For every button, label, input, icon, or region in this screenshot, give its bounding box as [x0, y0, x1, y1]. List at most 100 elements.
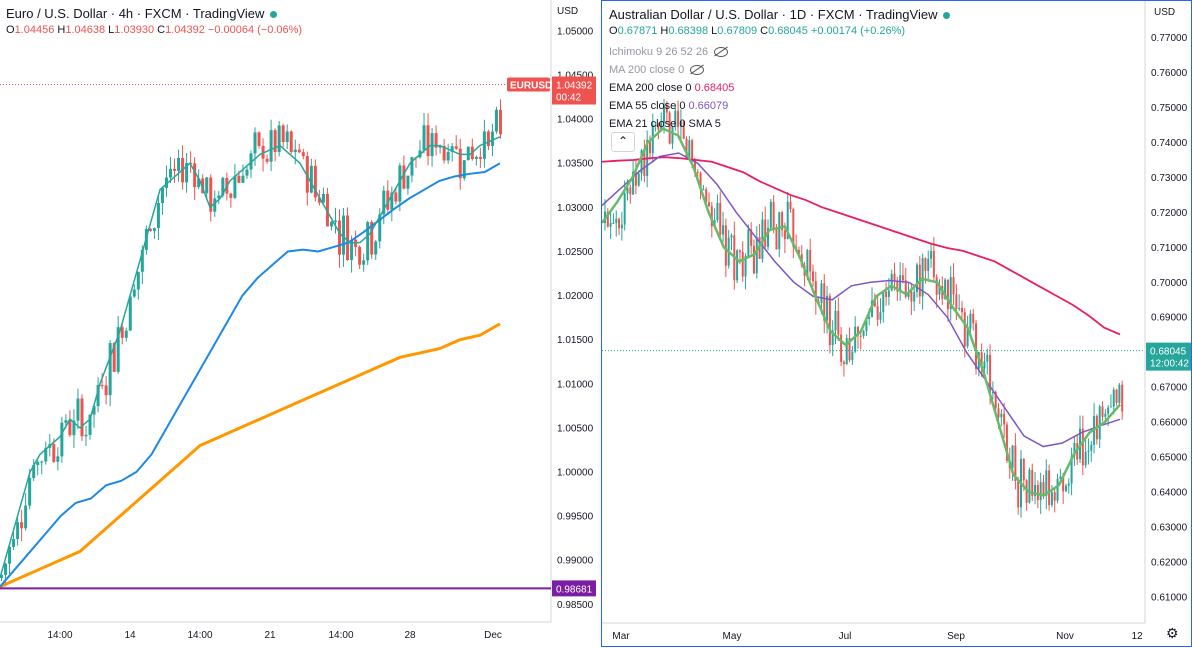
- candle-body: [882, 291, 885, 313]
- x-tick-label: Jul: [839, 631, 852, 642]
- y-tick-label: 0.99000: [557, 556, 594, 567]
- y-tick-label: 0.63000: [1151, 522, 1188, 533]
- ema-fast-line: [0, 136, 501, 579]
- candle-body: [1036, 484, 1039, 501]
- candle-body: [885, 291, 888, 297]
- audusd-currency-label[interactable]: USD: [1154, 7, 1176, 18]
- symbol-tag: [507, 77, 550, 92]
- candle-body: [237, 175, 241, 183]
- open-label: O: [609, 25, 618, 37]
- candle-body: [301, 152, 305, 157]
- settings-gear-icon[interactable]: ⚙: [1166, 625, 1179, 641]
- hidden-eye-icon[interactable]: [714, 47, 729, 58]
- candle-body: [100, 385, 104, 387]
- candle-body: [893, 273, 896, 282]
- candle-body: [705, 189, 708, 203]
- candle-body: [980, 352, 983, 368]
- candle-body: [136, 271, 140, 290]
- candle-body: [896, 281, 899, 292]
- market-open-dot-icon: [270, 11, 278, 19]
- candle-body: [738, 250, 741, 253]
- candle-body: [637, 173, 640, 186]
- y-tick-label: 0.70000: [1151, 278, 1188, 289]
- candle-body: [665, 104, 668, 113]
- indicator-ichimoku[interactable]: Ichimoku 9 26 52 26: [609, 46, 950, 58]
- candle-body: [152, 228, 156, 231]
- current-price-text: 0.68045: [1150, 347, 1187, 358]
- y-tick-label: 0.67000: [1151, 383, 1188, 394]
- y-tick-label: 0.64000: [1151, 487, 1188, 498]
- candle-body: [362, 260, 366, 265]
- candle-body: [498, 109, 502, 135]
- candle-body: [840, 334, 843, 362]
- high-value: 0.68398: [668, 25, 709, 37]
- candle-body: [382, 190, 386, 215]
- candle-body: [1112, 389, 1115, 407]
- candle-body: [657, 124, 660, 130]
- indicator-ma200[interactable]: MA 200 close 0: [609, 64, 950, 76]
- candle-body: [699, 172, 702, 190]
- candle-body: [64, 420, 68, 423]
- candle-body: [217, 195, 221, 199]
- candle-body: [932, 251, 935, 278]
- candle-body: [317, 197, 321, 203]
- high-label: H: [660, 25, 669, 37]
- candle-body: [946, 279, 949, 310]
- bar-countdown-text: 00:42: [556, 93, 581, 104]
- candle-body: [213, 198, 217, 212]
- candle-body: [1067, 483, 1070, 486]
- candle-body: [394, 192, 398, 202]
- x-tick-label: 28: [404, 630, 416, 641]
- eurusd-chart-canvas[interactable]: 1.05000 1.04500 1.04000 1.03500 1.03000 1.025…: [0, 0, 601, 647]
- candle-body: [44, 447, 48, 462]
- collapse-indicators-button[interactable]: ⌃: [611, 132, 635, 152]
- candle-body: [913, 291, 916, 302]
- candle-body: [402, 165, 406, 189]
- audusd-chart-panel[interactable]: 0.77000 0.76000 0.75000 0.74000 0.73000 0.720…: [601, 0, 1192, 647]
- candle-body: [623, 193, 626, 225]
- indicator-ema55[interactable]: EMA 55 close 0 0.66079: [609, 100, 950, 112]
- candle-body: [313, 165, 317, 198]
- eurusd-chart-panel[interactable]: 1.05000 1.04500 1.04000 1.03500 1.03000 1.025…: [0, 0, 601, 647]
- candle-body: [20, 522, 24, 529]
- candle-body: [370, 222, 374, 255]
- candle-body: [350, 239, 354, 261]
- candle-body: [1107, 407, 1110, 414]
- y-tick-label: 1.05000: [557, 26, 594, 37]
- candle-body: [253, 132, 257, 154]
- candle-body: [148, 228, 152, 231]
- ema-slow-line: [0, 322, 501, 589]
- candle-body: [991, 392, 994, 394]
- candle-body: [1087, 450, 1090, 452]
- candle-body: [1042, 482, 1045, 496]
- high-value: 1.04638: [65, 24, 106, 36]
- candle-body: [854, 326, 857, 352]
- indicator-ema21[interactable]: EMA 21 close 0 SMA 5: [609, 118, 950, 130]
- candle-body: [346, 215, 350, 261]
- x-tick-label: 21: [264, 630, 276, 641]
- candle-body: [654, 124, 657, 126]
- eurusd-currency-label[interactable]: USD: [557, 6, 579, 17]
- candle-body: [486, 131, 490, 146]
- candle-body: [958, 307, 961, 309]
- candle-body: [410, 157, 414, 176]
- candle-body: [629, 187, 632, 195]
- candle-body: [986, 354, 989, 362]
- hidden-eye-icon[interactable]: [690, 65, 705, 76]
- candle-body: [1059, 476, 1062, 479]
- candle-body: [722, 225, 725, 235]
- candle-body: [862, 331, 865, 336]
- candle-body: [474, 156, 478, 159]
- candle-body: [120, 327, 124, 338]
- audusd-chart-canvas[interactable]: 0.77000 0.76000 0.75000 0.74000 0.73000 0.720…: [602, 1, 1192, 648]
- candle-body: [677, 110, 680, 127]
- candle-body: [40, 461, 44, 463]
- candle-body: [12, 539, 16, 547]
- candle-body: [24, 505, 28, 529]
- indicator-ema200[interactable]: EMA 200 close 0 0.68405: [609, 82, 950, 94]
- candle-body: [56, 456, 60, 462]
- candle-body: [1028, 469, 1031, 503]
- candle-body: [1014, 445, 1017, 481]
- candle-body: [430, 133, 434, 157]
- candle-body: [1073, 442, 1076, 457]
